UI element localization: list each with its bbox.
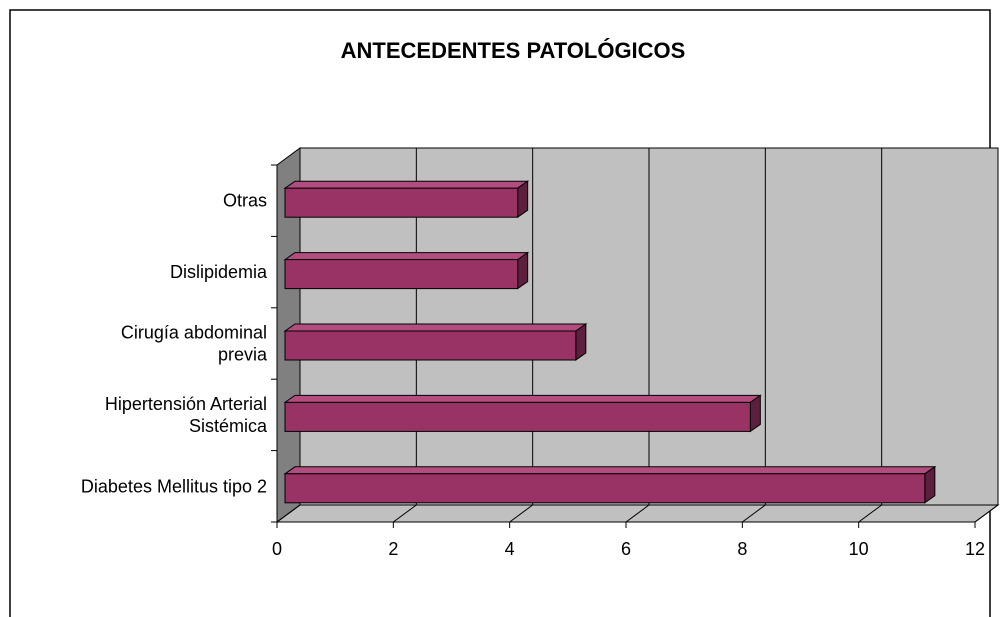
y-tick-label: Hipertensión Arterial Sistémica	[105, 394, 268, 436]
bar-top	[283, 466, 937, 475]
x-tick-label: 4	[505, 539, 515, 559]
chart-title: ANTECEDENTES PATOLÓGICOS	[341, 38, 686, 63]
bar	[284, 330, 577, 361]
x-tick-label: 0	[272, 539, 282, 559]
y-tick-label: Diabetes Mellitus tipo 2	[81, 476, 267, 496]
bar-top	[283, 394, 762, 403]
floor-grid-line	[509, 504, 533, 523]
floor-grid-line	[393, 504, 417, 523]
bar-top	[283, 323, 588, 332]
bar	[284, 401, 751, 432]
y-tick-label: Otras	[223, 191, 267, 211]
x-tick-label: 6	[621, 539, 631, 559]
x-tick-label: 8	[737, 539, 747, 559]
bar-side	[517, 251, 529, 290]
floor-grid-line	[742, 504, 766, 523]
bar-top	[283, 252, 530, 261]
bar-side	[749, 394, 761, 433]
x-tick-label: 12	[965, 539, 985, 559]
x-tick-label: 10	[849, 539, 869, 559]
floor-grid-line	[276, 504, 301, 523]
bar	[284, 187, 519, 218]
bar	[284, 473, 926, 504]
bar-top	[283, 180, 530, 189]
bar-side	[924, 465, 936, 504]
y-tick-label: Cirugía abdominal previa	[121, 323, 268, 365]
bar	[284, 259, 519, 290]
y-tick-label: Dislipidemia	[170, 262, 268, 282]
x-tick-label: 2	[388, 539, 398, 559]
floor-grid-line	[625, 504, 650, 523]
bar-side	[575, 323, 587, 361]
bar-side	[517, 180, 529, 219]
floor-grid-line	[974, 504, 999, 523]
floor-grid-line	[858, 504, 882, 523]
